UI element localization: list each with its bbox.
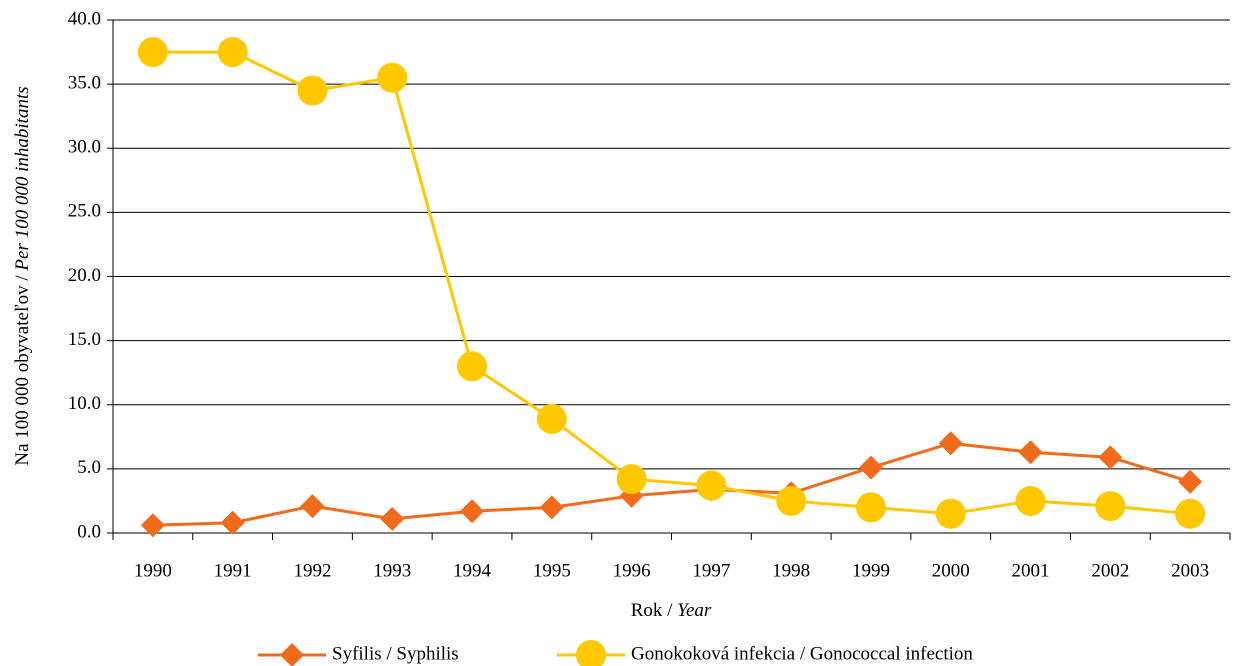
circle-marker (297, 75, 328, 106)
y-label-part: Per 100 000 inhabitants (12, 86, 33, 271)
y-tick-label: 35.0 (68, 72, 101, 93)
circle-marker (696, 470, 727, 501)
y-tick-label: 20.0 (68, 265, 101, 286)
circle-marker (377, 62, 408, 93)
x-tick-label: 1999 (852, 560, 890, 581)
diamond-marker (1098, 445, 1123, 470)
legend-label: Syfilis / Syphilis (332, 643, 459, 664)
x-tick-label: 2000 (932, 560, 970, 581)
y-tick-label: 30.0 (68, 137, 101, 158)
x-tick-label: 1997 (692, 560, 730, 581)
circle-marker (536, 403, 567, 434)
x-tick-label: 2002 (1091, 560, 1129, 581)
diamond-marker (1178, 469, 1203, 494)
y-tick-label: 5.0 (77, 457, 101, 478)
y-tick-label: 25.0 (68, 201, 101, 222)
y-tick-label: 40.0 (68, 8, 101, 29)
circle-marker (1015, 485, 1046, 516)
series-line (152, 441, 1191, 527)
diamond-marker (938, 431, 963, 456)
circle-marker (1175, 498, 1206, 529)
diamond-marker (858, 455, 883, 480)
circle-marker (616, 464, 647, 495)
x-tick-label: 1995 (533, 560, 571, 581)
diamond-marker (460, 499, 485, 524)
x-tick-label: 1990 (134, 560, 172, 581)
circle-marker (935, 498, 966, 529)
circle-marker (137, 37, 168, 68)
circle-marker (457, 351, 488, 382)
diamond-marker (1018, 440, 1043, 465)
circle-marker (1095, 491, 1126, 522)
x-label-part: Rok / (631, 600, 673, 621)
diamond-marker (220, 510, 245, 535)
diamond-marker (380, 506, 405, 531)
circle-marker (776, 485, 807, 516)
legend-label: Gonokoková infekcia / Gonococcal infecti… (631, 643, 973, 664)
x-tick-label: 1994 (453, 560, 492, 581)
x-tick-label: 2003 (1171, 560, 1209, 581)
diamond-marker (280, 643, 304, 666)
x-axis-label: Rok / Year (631, 600, 712, 621)
x-tick-label: 1998 (772, 560, 810, 581)
x-tick-label: 1991 (214, 560, 252, 581)
y-axis-label: Na 100 000 obyvateľov / Per 100 000 inha… (12, 86, 33, 465)
diamond-marker (300, 494, 325, 519)
x-tick-label: 2001 (1012, 560, 1050, 581)
x-tick-label: 1993 (373, 560, 411, 581)
circle-marker (217, 37, 248, 68)
y-tick-label: 15.0 (68, 329, 101, 350)
x-label-part: Year (677, 600, 712, 621)
y-tick-label: 10.0 (68, 393, 101, 414)
y-tick-label: 0.0 (77, 521, 101, 542)
x-tick-label: 1992 (293, 560, 331, 581)
y-label-part: Na 100 000 obyvateľov / (12, 275, 33, 466)
diamond-marker (539, 495, 564, 520)
circle-marker (855, 492, 886, 523)
x-tick-label: 1996 (613, 560, 651, 581)
circle-marker (576, 640, 606, 666)
diamond-marker (140, 513, 165, 538)
